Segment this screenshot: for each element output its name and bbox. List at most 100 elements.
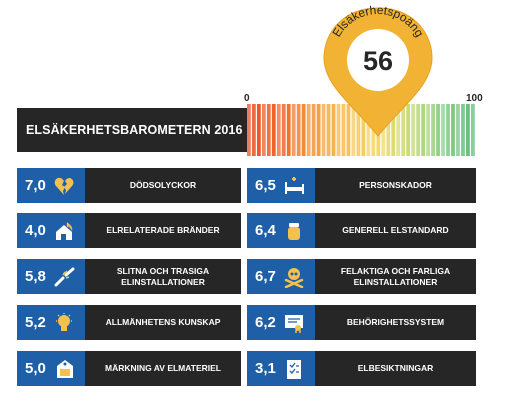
meter-stripe <box>247 104 251 156</box>
category-label: MÄRKNING AV ELMATERIEL <box>104 363 221 373</box>
meter-stripe <box>336 104 341 156</box>
fuse-icon <box>288 223 300 240</box>
category-card: 6,7 FELAKTIGA OCH FARLIGA ELINSTALLATIONE… <box>247 259 476 294</box>
scale-min-label: 0 <box>244 93 250 104</box>
meter-stripe <box>346 104 351 156</box>
meter-stripe <box>331 104 336 156</box>
meter-stripe <box>386 104 391 156</box>
meter-stripe <box>446 104 450 156</box>
category-score: 5,2 <box>25 314 46 331</box>
meter-stripe <box>351 104 356 156</box>
category-label: PERSONSKADOR <box>359 180 432 190</box>
category-card: 6,5 PERSONSKADOR <box>247 168 476 203</box>
lightbulb-icon <box>56 313 72 331</box>
meter-stripe <box>451 104 455 156</box>
meter-stripe <box>291 104 296 156</box>
category-label: ELRELATERADE BRÄNDER <box>106 225 220 235</box>
meter-stripe <box>271 104 276 156</box>
meter-stripe <box>471 104 475 156</box>
category-score: 7,0 <box>25 177 46 194</box>
category-score: 3,1 <box>255 360 276 377</box>
meter-stripe <box>306 104 311 156</box>
meter-stripe <box>316 104 321 156</box>
meter-stripe <box>311 104 316 156</box>
meter-stripe <box>466 104 470 156</box>
score-badge: 5,8 <box>17 259 85 294</box>
score-badge: 5,0 <box>17 351 85 386</box>
meter-stripe <box>276 104 281 156</box>
meter-stripe <box>296 104 301 156</box>
meter-stripe <box>436 104 440 156</box>
meter-stripe <box>416 104 421 156</box>
category-card: 5,0 MÄRKNING AV ELMATERIEL <box>17 351 241 386</box>
certificate-icon <box>285 315 303 333</box>
score-badge: 3,1 <box>247 351 315 386</box>
meter-stripe <box>396 104 401 156</box>
meter-stripe <box>456 104 460 156</box>
meter-stripe <box>421 104 426 156</box>
checklist-icon <box>287 360 301 379</box>
hospital-bed-icon <box>285 177 304 194</box>
category-score: 4,0 <box>25 222 46 239</box>
pin-inner-circle <box>347 29 409 91</box>
meter-stripe <box>411 104 416 156</box>
category-card: 5,2 ALLMÄNHETENS KUNSKAP <box>17 305 241 340</box>
score-badge: 4,0 <box>17 213 85 248</box>
score-badge: 6,7 <box>247 259 315 294</box>
meter-stripe <box>431 104 435 156</box>
category-label: BEHÖRIGHETSSYSTEM <box>346 317 445 327</box>
meter-stripe <box>256 104 261 156</box>
score-badge: 6,2 <box>247 305 315 340</box>
category-score: 5,0 <box>25 360 46 377</box>
meter-stripe <box>441 104 445 156</box>
score-badge: 6,5 <box>247 168 315 203</box>
meter-stripe <box>321 104 326 156</box>
category-score: 6,7 <box>255 268 276 285</box>
category-score: 6,5 <box>255 177 276 194</box>
category-label: ALLMÄNHETENS KUNSKAP <box>105 317 221 327</box>
page-title: ELSÄKERHETSBAROMETERN 2016 <box>26 123 243 137</box>
score-badge: 6,4 <box>247 213 315 248</box>
category-card: 4,0 ELRELATERADE BRÄNDER <box>17 213 241 248</box>
label-tag-icon <box>57 360 73 378</box>
meter-stripe <box>261 104 266 156</box>
broken-heart-icon <box>54 177 74 195</box>
meter-stripe <box>301 104 306 156</box>
meter-stripe <box>251 104 256 156</box>
meter-stripe <box>401 104 406 156</box>
meter-stripe <box>361 104 366 156</box>
meter-stripe <box>326 104 331 156</box>
meter-stripe <box>281 104 286 156</box>
meter-stripe <box>461 104 465 156</box>
meter-stripe <box>341 104 346 156</box>
category-label: GENERELL ELSTANDARD <box>342 225 449 235</box>
meter-stripe <box>426 104 430 156</box>
scale-max-label: 100 <box>466 93 483 104</box>
meter-stripe <box>406 104 411 156</box>
category-score: 5,8 <box>25 268 46 285</box>
category-label: SLITNA OCH TRASIGA ELINSTALLATIONER <box>116 265 210 287</box>
skull-crossbones-icon <box>284 268 304 288</box>
category-card: 5,8 SLITNA OCH TRASIGA ELINSTALLATIONER <box>17 259 241 294</box>
category-score: 6,4 <box>255 222 276 239</box>
category-card: 6,2 BEHÖRIGHETSSYSTEM <box>247 305 476 340</box>
score-pin: Elsäkerhetspoäng 56 <box>323 3 433 137</box>
meter-stripe <box>366 104 371 156</box>
pin-score-value: 56 <box>363 46 393 76</box>
category-card: 3,1 ELBESIKTNINGAR <box>247 351 476 386</box>
category-score: 6,2 <box>255 314 276 331</box>
burning-house-icon <box>56 222 73 240</box>
category-label: ELBESIKTNINGAR <box>357 363 434 373</box>
score-badge: 5,2 <box>17 305 85 340</box>
category-label: DÖDSOLYCKOR <box>129 180 197 190</box>
broken-cable-icon <box>54 267 75 287</box>
category-label: FELAKTIGA OCH FARLIGA ELINSTALLATIONER <box>340 265 451 287</box>
meter-stripe <box>391 104 396 156</box>
meter-stripe <box>356 104 361 156</box>
score-meter <box>247 104 475 156</box>
score-badge: 7,0 <box>17 168 85 203</box>
meter-stripe <box>286 104 291 156</box>
category-card: 7,0 DÖDSOLYCKOR <box>17 168 241 203</box>
barometer-title-bar: ELSÄKERHETSBAROMETERN 2016 <box>17 108 247 152</box>
category-card: 6,4 GENERELL ELSTANDARD <box>247 213 476 248</box>
